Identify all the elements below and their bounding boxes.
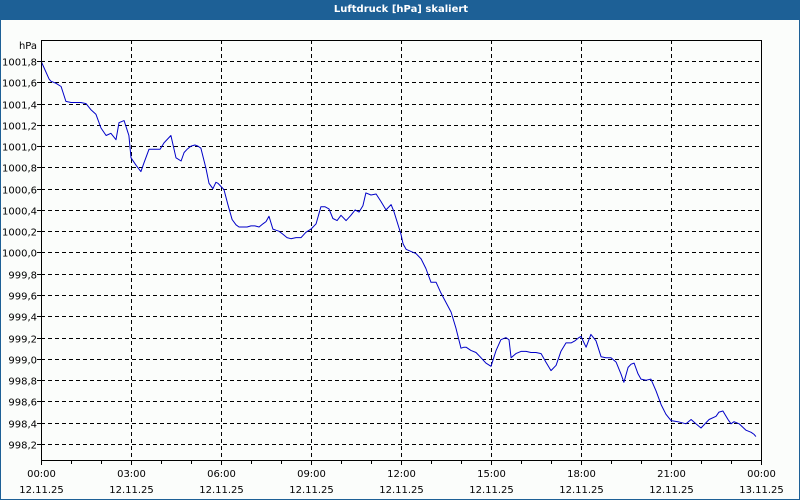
x-tick-date: 12.11.25 xyxy=(109,485,154,496)
x-axis: 00:00 12.11.25 03:00 12.11.25 06:00 12.11.25 0… xyxy=(19,460,784,496)
x-tick-time: 00:00 xyxy=(27,469,56,480)
x-tick-time: 06:00 xyxy=(207,469,236,480)
x-tick-time: 12:00 xyxy=(387,469,416,480)
y-tick-label: 1000,2 xyxy=(2,228,37,239)
x-tick-time: 15:00 xyxy=(477,469,506,480)
x-tick-date: 12.11.25 xyxy=(379,485,424,496)
y-tick-label: 1001,8 xyxy=(2,58,37,69)
y-axis: hPa 1001,8 1001,6 1001,4 1001,2 1001,0 1000,8… xyxy=(2,41,41,452)
y-tick-label: 1000,6 xyxy=(2,186,37,197)
x-tick-date: 12.11.25 xyxy=(19,485,64,496)
x-tick-date: 12.11.25 xyxy=(559,485,604,496)
y-tick-label: 1001,6 xyxy=(2,79,37,90)
y-tick-label: 1000,0 xyxy=(2,249,37,260)
y-tick-label: 999,8 xyxy=(8,271,37,282)
y-tick-label: 1000,4 xyxy=(2,207,37,218)
y-tick-label: 998,6 xyxy=(8,398,37,409)
x-tick-date: 12.11.25 xyxy=(289,485,334,496)
x-tick-time: 03:00 xyxy=(117,469,146,480)
y-tick-label: 998,2 xyxy=(8,441,37,452)
x-tick-time: 09:00 xyxy=(297,469,326,480)
grid-lines xyxy=(41,40,761,460)
chart-title: Luftdruck [hPa] skaliert xyxy=(1,0,800,20)
y-tick-label: 999,4 xyxy=(8,313,37,324)
plot-area-border xyxy=(41,40,762,461)
y-tick-label: 1001,2 xyxy=(2,122,37,133)
x-tick-date: 12.11.25 xyxy=(649,485,694,496)
y-tick-label: 1000,8 xyxy=(2,164,37,175)
x-tick-date: 12.11.25 xyxy=(199,485,244,496)
x-tick-time: 21:00 xyxy=(657,469,686,480)
y-tick-label: 999,2 xyxy=(8,335,37,346)
y-tick-label: 998,8 xyxy=(8,377,37,388)
x-tick-date: 12.11.25 xyxy=(469,485,514,496)
y-tick-label: 1001,4 xyxy=(2,101,37,112)
x-tick-time: 18:00 xyxy=(567,469,596,480)
y-tick-label: 1001,0 xyxy=(2,143,37,154)
pressure-series-line xyxy=(40,60,757,437)
y-axis-unit-label: hPa xyxy=(19,41,37,52)
y-tick-label: 999,0 xyxy=(8,356,37,367)
y-tick-label: 999,6 xyxy=(8,292,37,303)
y-tick-label: 998,4 xyxy=(8,420,37,431)
x-tick-date: 13.11.25 xyxy=(739,485,784,496)
x-tick-time: 00:00 xyxy=(747,469,776,480)
